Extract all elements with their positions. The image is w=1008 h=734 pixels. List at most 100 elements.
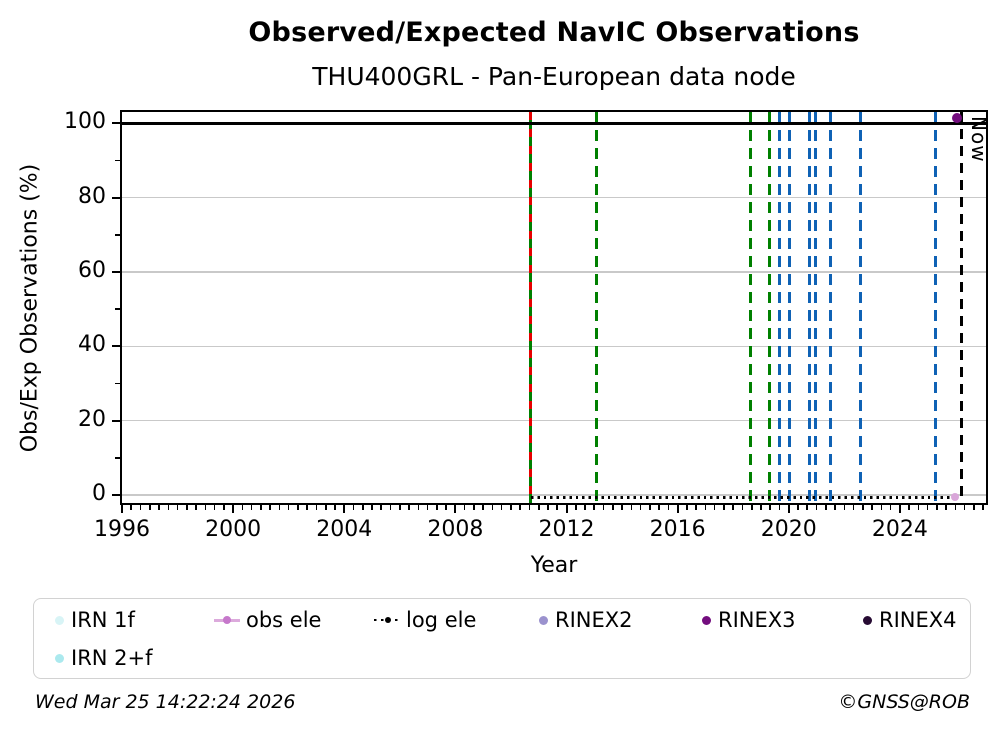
x-tick-minor	[491, 505, 494, 510]
x-tick-minor	[880, 505, 883, 510]
x-tick-minor	[334, 505, 336, 510]
x-tick-minor	[667, 505, 670, 510]
x-tick-minor	[223, 505, 225, 510]
y-axis-label: Obs/Exp Observations (%)	[17, 163, 43, 453]
x-tick-minor	[473, 505, 475, 510]
x-tick-minor	[723, 505, 725, 510]
y-tick	[112, 419, 120, 422]
x-tick-minor	[519, 505, 521, 510]
x-tick-minor	[445, 505, 447, 510]
x-tick-minor	[639, 505, 642, 510]
event-line-blue	[787, 112, 791, 503]
x-tick-minor	[297, 505, 299, 510]
marker-dot	[223, 616, 231, 624]
x-tick	[454, 505, 457, 513]
x-tick-minor	[324, 505, 327, 510]
legend-item-irn-1f: IRN 1f	[54, 608, 135, 632]
y-tick-minor	[115, 382, 120, 385]
x-tick-minor	[769, 505, 772, 510]
event-line-blue	[807, 112, 811, 503]
x-tick-minor	[574, 505, 577, 510]
y-tick-minor	[115, 233, 120, 236]
x-tick-minor	[547, 505, 549, 510]
x-tick-minor	[954, 505, 957, 510]
y-tick	[112, 196, 120, 199]
x-tick-minor	[871, 505, 873, 510]
x-tick-label: 2000	[205, 517, 262, 542]
x-tick-minor	[278, 505, 281, 510]
event-line-blue	[934, 112, 938, 503]
x-tick-minor	[713, 505, 716, 510]
plot-area: Now 1996 2000 2004 2008 2012 2016 2020 2024 0 20 4…	[64, 109, 991, 542]
x-tick-label: 2024	[871, 517, 928, 542]
x-tick-minor	[704, 505, 707, 510]
x-tick-label: 2012	[538, 517, 595, 542]
x-tick-minor	[306, 505, 308, 510]
x-tick-minor	[649, 505, 651, 510]
x-tick	[898, 505, 901, 513]
x-tick-minor	[926, 505, 929, 510]
legend-line-icon	[214, 615, 240, 625]
x-tick-minor	[158, 505, 160, 510]
x-tick-minor	[528, 505, 531, 510]
x-tick-minor	[500, 505, 503, 510]
x-tick-minor	[695, 505, 697, 510]
x-tick-minor	[686, 505, 688, 510]
y-tick-minor	[115, 308, 120, 310]
legend-item-rinex3: RINEX3	[701, 608, 796, 632]
x-tick-minor	[389, 505, 392, 510]
event-line-blue	[814, 112, 818, 503]
legend-label: log ele	[406, 608, 477, 632]
legend-item-irn-2-f: IRN 2+f	[54, 646, 153, 670]
marker-dot	[702, 615, 711, 625]
event-line-blue	[777, 112, 781, 503]
x-tick-minor	[250, 505, 253, 510]
x-tick-minor	[963, 505, 966, 510]
x-tick-minor	[750, 505, 753, 510]
x-tick-minor	[361, 505, 364, 510]
x-tick-minor	[241, 505, 244, 510]
x-tick-minor	[510, 505, 512, 510]
x-tick-label: 2016	[649, 517, 706, 542]
data-point-obs-ele	[951, 493, 960, 502]
x-tick-minor	[352, 505, 355, 510]
x-tick-minor	[889, 505, 892, 510]
event-line-red	[529, 112, 533, 503]
x-tick-minor	[408, 505, 410, 510]
x-tick-minor	[380, 505, 383, 510]
y-gridline	[122, 494, 986, 496]
x-tick-minor	[834, 505, 836, 510]
y-tick	[112, 345, 120, 348]
legend-dot-icon	[538, 615, 549, 625]
y-gridline	[122, 196, 986, 199]
x-tick	[232, 505, 235, 513]
x-tick-minor	[167, 505, 170, 510]
x-tick-minor	[584, 505, 586, 510]
x-tick-minor	[621, 505, 623, 510]
x-tick-minor	[204, 505, 207, 510]
footer-timestamp: Wed Mar 25 14:22:24 2026	[35, 691, 296, 713]
marker-dot	[539, 615, 548, 625]
marker-dot	[55, 653, 64, 663]
x-tick-minor	[287, 505, 290, 510]
x-tick-minor	[593, 505, 596, 510]
footer-copyright: ©GNSS@ROB	[838, 691, 970, 713]
x-tick-minor	[139, 505, 142, 510]
y-tick-label: 0	[92, 481, 106, 507]
x-tick-minor	[315, 505, 318, 510]
y-gridline	[122, 420, 986, 422]
x-tick	[565, 505, 568, 513]
x-tick-minor	[436, 505, 438, 510]
x-tick-minor	[778, 505, 781, 510]
marker-dot	[384, 617, 391, 624]
legend-item-log-ele: log ele	[374, 608, 477, 632]
y-gridline	[122, 271, 986, 273]
x-tick-minor	[741, 505, 744, 510]
legend-label: RINEX2	[555, 608, 633, 632]
event-line-green	[767, 112, 771, 503]
event-line-blue	[859, 112, 863, 503]
y-tick	[112, 122, 120, 125]
x-tick-label: 1996	[94, 517, 150, 542]
x-tick-label: 2008	[427, 517, 484, 542]
x-tick-minor	[852, 505, 855, 510]
